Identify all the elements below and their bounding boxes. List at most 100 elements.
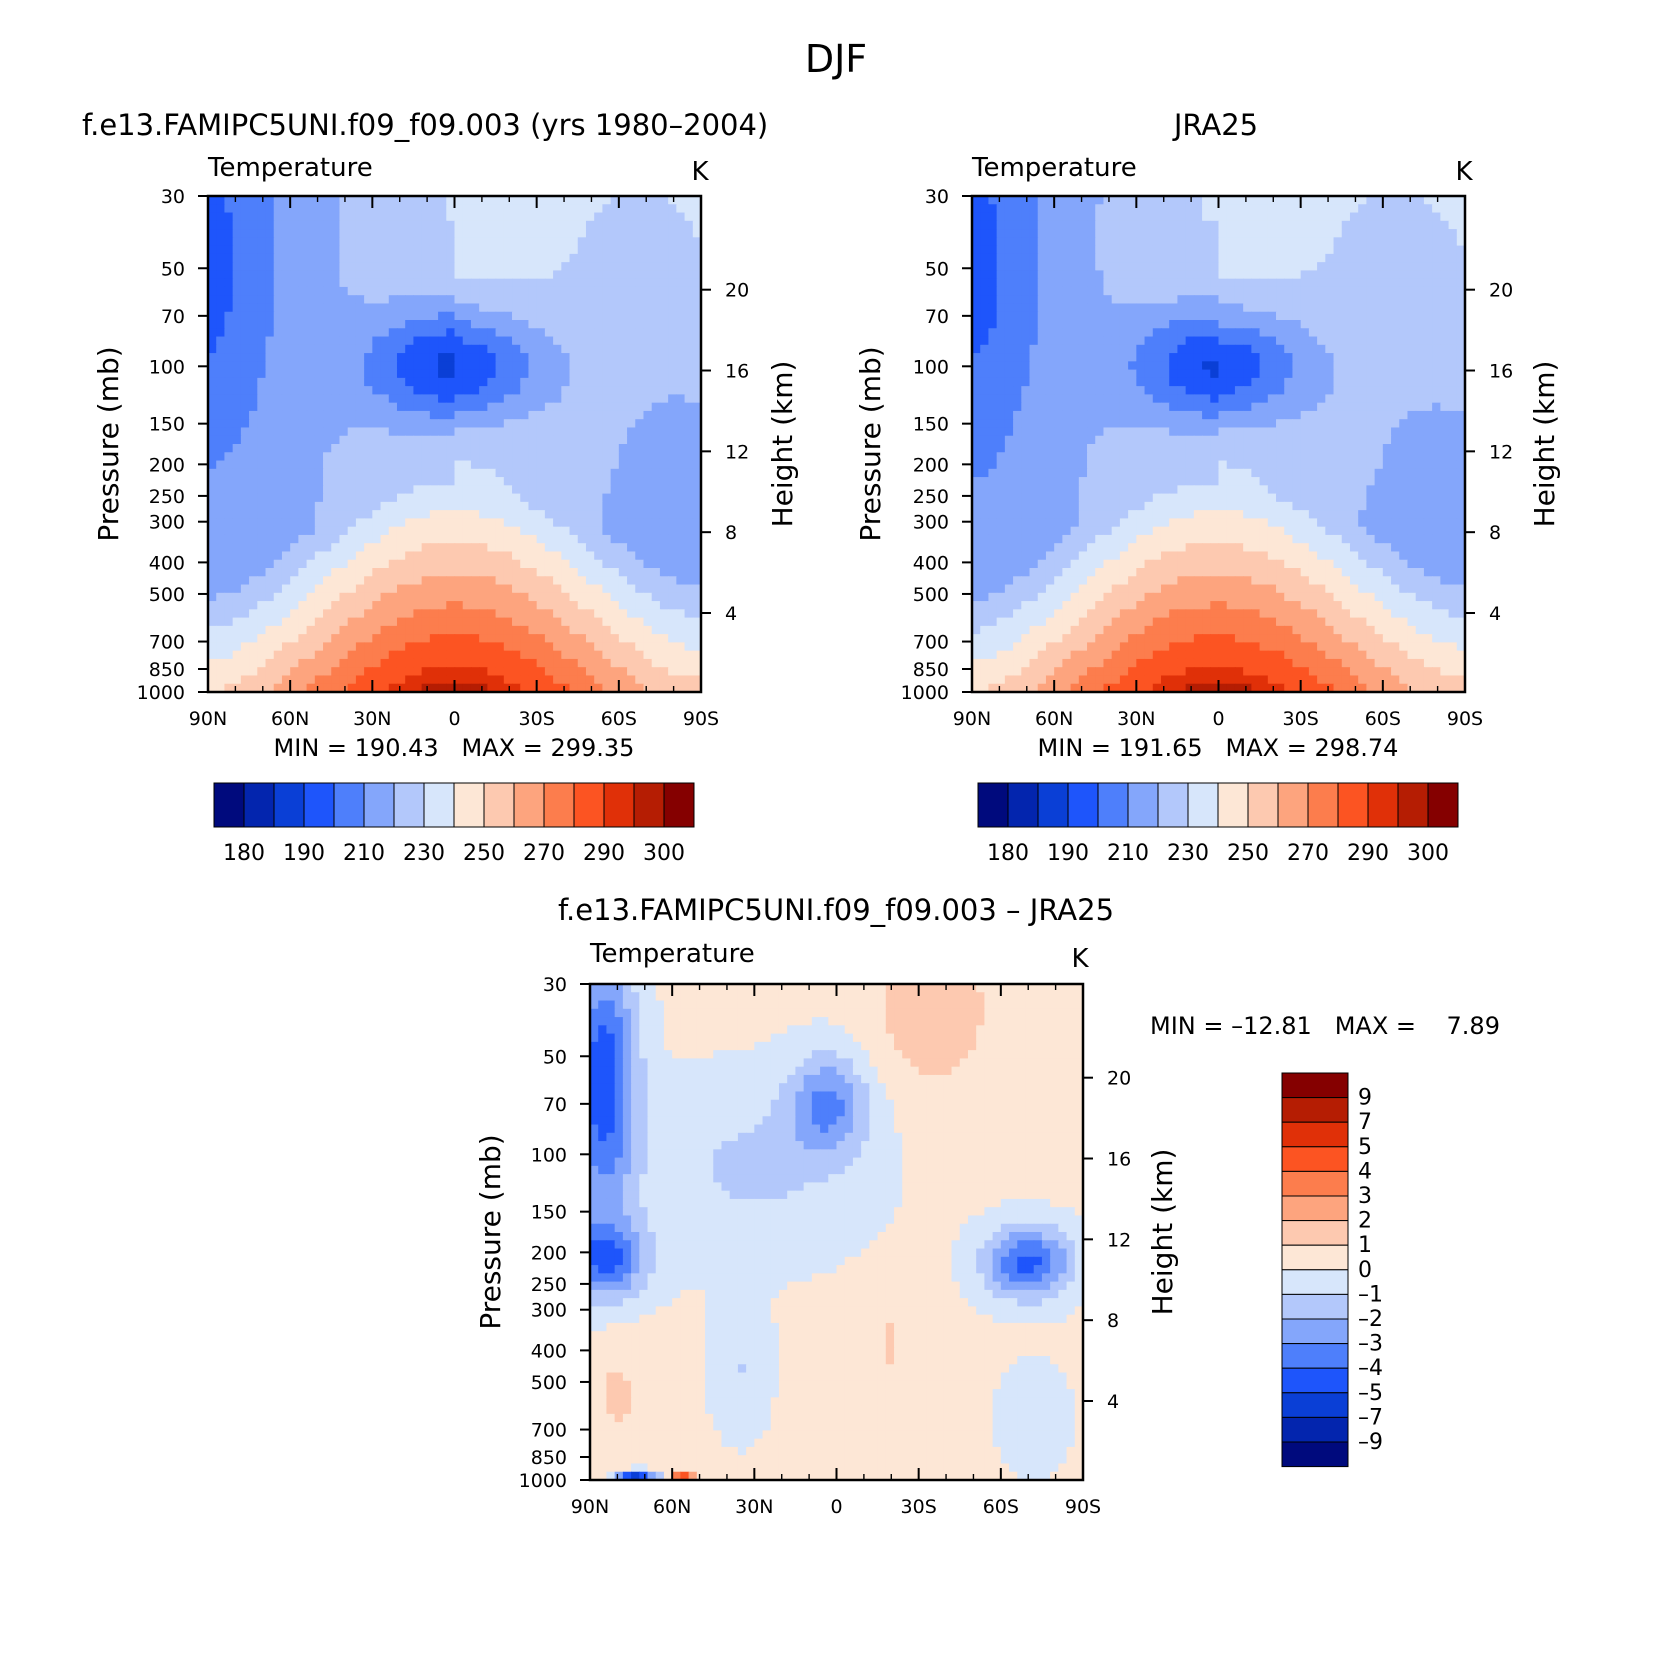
field-cell xyxy=(996,278,1006,288)
field-cell xyxy=(627,526,636,536)
field-cell xyxy=(536,344,546,354)
field-cell xyxy=(1054,286,1063,296)
field-cell xyxy=(396,229,406,238)
field-cell xyxy=(323,295,332,305)
field-cell xyxy=(544,311,554,321)
field-cell xyxy=(1193,353,1203,362)
field-cell xyxy=(454,303,464,313)
field-cell xyxy=(396,609,406,619)
field-cell xyxy=(224,262,234,271)
field-cell xyxy=(339,658,349,668)
field-cell xyxy=(339,311,349,321)
field-cell xyxy=(1087,328,1096,338)
field-cell xyxy=(520,196,530,205)
field-cell xyxy=(446,320,456,329)
field-cell xyxy=(503,551,513,561)
field-cell xyxy=(635,501,645,511)
field-cell xyxy=(347,286,357,296)
field-cell xyxy=(298,518,308,528)
field-cell xyxy=(372,485,382,495)
field-cell xyxy=(528,435,538,445)
field-cell xyxy=(495,642,505,652)
field-cell xyxy=(536,510,546,519)
field-cell xyxy=(692,510,701,519)
field-cell xyxy=(1128,361,1137,371)
field-cell xyxy=(446,444,456,453)
field-cell xyxy=(692,683,701,692)
field-cell xyxy=(1177,204,1187,214)
field-cell xyxy=(1218,196,1228,205)
field-cell xyxy=(487,551,497,561)
field-cell xyxy=(972,311,981,321)
field-cell xyxy=(618,501,628,511)
field-cell xyxy=(446,427,456,437)
field-cell xyxy=(1267,237,1277,247)
field-cell xyxy=(668,204,677,214)
field-cell xyxy=(1415,303,1425,313)
field-cell xyxy=(684,518,694,528)
field-cell xyxy=(331,584,341,594)
field-cell xyxy=(347,526,357,536)
field-cell xyxy=(208,220,217,230)
field-cell xyxy=(577,196,587,205)
panel-obs-field xyxy=(972,196,1465,692)
field-cell xyxy=(413,510,423,519)
field-cell xyxy=(1325,361,1335,371)
field-cell xyxy=(257,278,267,288)
field-cell xyxy=(659,270,669,280)
field-cell xyxy=(421,510,431,519)
field-cell xyxy=(224,253,234,263)
field-cell xyxy=(257,435,267,445)
field-cell xyxy=(1317,311,1326,321)
field-cell xyxy=(314,617,324,627)
field-cell xyxy=(1021,237,1031,247)
field-cell xyxy=(1128,220,1137,230)
field-cell xyxy=(1432,262,1441,271)
field-cell xyxy=(446,617,456,627)
field-cell xyxy=(561,658,571,668)
field-cell xyxy=(1021,253,1031,263)
field-cell xyxy=(347,410,357,420)
field-cell xyxy=(627,510,636,519)
field-cell xyxy=(1169,336,1179,346)
field-cell xyxy=(216,196,226,205)
field-cell xyxy=(577,311,587,321)
field-cell xyxy=(224,452,234,462)
field-cell xyxy=(495,212,505,222)
field-cell xyxy=(249,568,258,577)
field-cell xyxy=(651,253,661,263)
field-cell xyxy=(659,551,669,561)
field-cell xyxy=(692,394,701,404)
field-cell xyxy=(1169,253,1179,263)
field-cell xyxy=(1399,204,1409,214)
field-cell xyxy=(306,485,316,495)
field-cell xyxy=(364,270,373,280)
field-cell xyxy=(240,518,250,528)
field-cell xyxy=(585,658,595,668)
field-cell xyxy=(577,551,587,561)
field-cell xyxy=(1078,286,1088,296)
field-cell xyxy=(454,493,464,503)
field-cell xyxy=(298,460,308,470)
field-cell xyxy=(306,477,316,486)
field-cell xyxy=(1358,204,1367,214)
field-cell xyxy=(1062,361,1072,371)
field-cell xyxy=(388,485,398,495)
field-cell xyxy=(503,658,513,668)
field-cell xyxy=(643,336,653,346)
field-cell xyxy=(1284,196,1294,205)
field-cell xyxy=(446,361,456,371)
field-cell xyxy=(569,568,579,577)
field-cell xyxy=(396,427,406,437)
field-cell xyxy=(495,634,505,643)
field-cell xyxy=(396,253,406,263)
field-cell xyxy=(1070,353,1080,362)
field-cell xyxy=(314,262,324,271)
field-cell xyxy=(257,361,267,371)
field-cell xyxy=(331,220,341,230)
field-cell xyxy=(561,369,571,379)
field-cell xyxy=(610,444,620,453)
field-cell xyxy=(561,576,571,586)
field-cell xyxy=(561,419,571,429)
field-cell xyxy=(569,634,579,643)
